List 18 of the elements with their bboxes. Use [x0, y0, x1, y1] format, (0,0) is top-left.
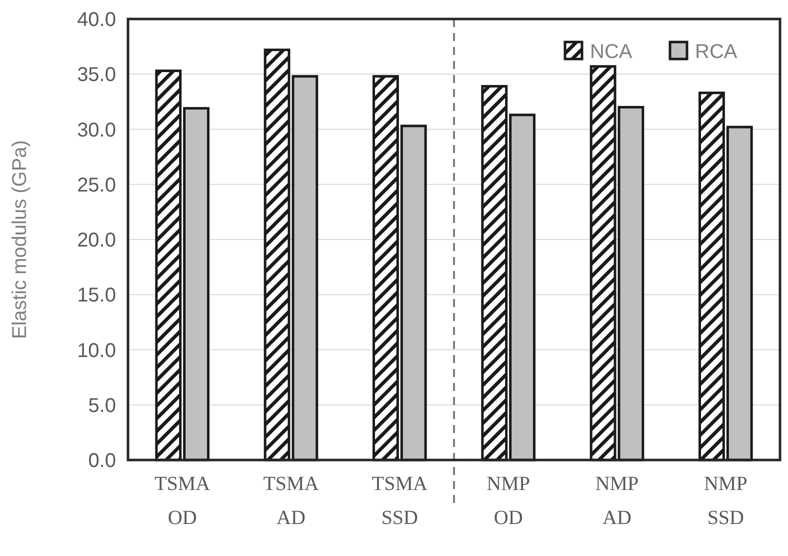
legend-label: RCA: [695, 41, 738, 63]
x-tick-label: TSMA OD: [154, 473, 211, 529]
y-tick-label: 30.0: [77, 119, 116, 142]
legend-label: NCA: [590, 41, 633, 63]
x-tick-label: NMP OD: [486, 473, 530, 529]
y-tick-label: 20.0: [77, 230, 116, 252]
y-tick-label: 10.0: [77, 340, 116, 362]
y-axis-title: Elastic modulus (GPa): [9, 140, 31, 339]
x-tick-label: NMP AD: [595, 473, 639, 529]
x-tick-label: NMP SSD: [704, 473, 748, 529]
y-tick-label: 5.0: [88, 394, 116, 417]
y-tick-label: 25.0: [77, 174, 116, 196]
y-tick-label: 35.0: [77, 64, 116, 86]
y-tick-label: 15.0: [77, 284, 116, 307]
x-tick-label: TSMA SSD: [372, 473, 428, 529]
y-tick-label: 0.0: [88, 450, 116, 472]
x-tick-label: TSMA AD: [263, 473, 320, 529]
y-tick-label: 40.0: [77, 9, 116, 31]
